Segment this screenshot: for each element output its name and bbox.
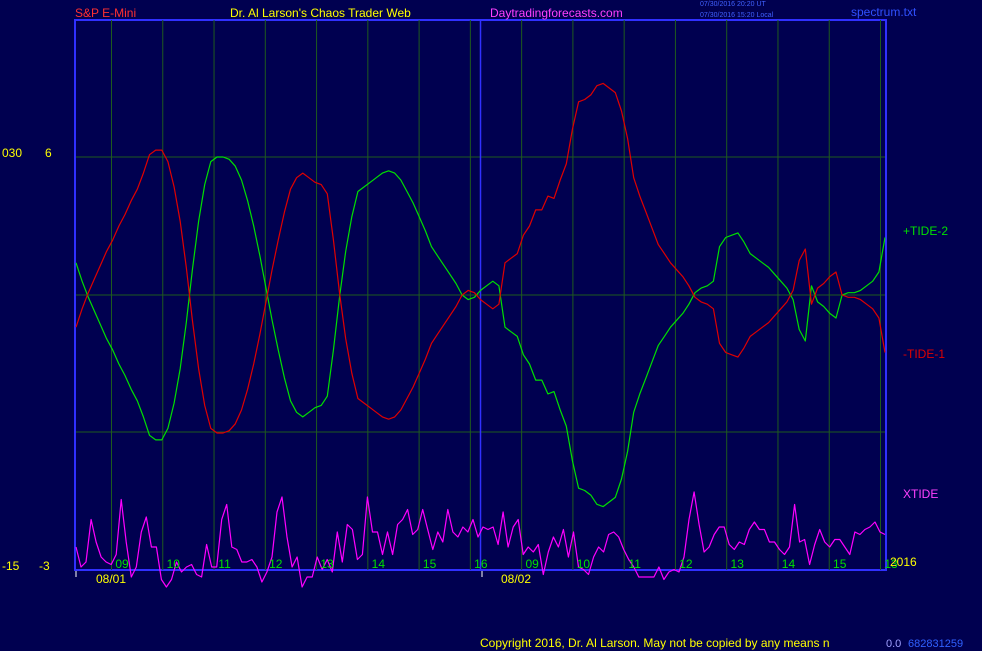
x-tick-label: 14 [782, 557, 796, 571]
x-tick-label: 12 [679, 557, 693, 571]
scale-bottom-a: -15 [2, 559, 20, 573]
x-tick-label: 13 [884, 557, 898, 571]
series-label-tide-plus: +TIDE-2 [903, 224, 949, 238]
x-tick-label: 15 [833, 557, 847, 571]
scale-top-a: 030 [2, 146, 23, 160]
timestamp-ut: 07/30/2016 20:20 UT [700, 1, 766, 8]
series-line-xtide [75, 491, 886, 588]
x-tick-label: 09 [115, 557, 129, 571]
x-tick-label: 10 [577, 557, 591, 571]
x-tick-label: 16 [474, 557, 488, 571]
series-line-tide-plus [75, 156, 886, 508]
scale-top-b: 6 [45, 146, 52, 160]
site-link[interactable]: Daytradingforecasts.com [490, 6, 623, 20]
x-tick-label: 11 [628, 557, 641, 571]
series-lines [75, 82, 886, 588]
id-overlay: 0.0 [886, 638, 902, 650]
x-tick-label: 15 [423, 557, 437, 571]
x-tick-label: 13 [320, 557, 334, 571]
x-tick-label: 14 [372, 557, 386, 571]
x-tick-label: 10 [167, 557, 181, 571]
series-line-tide-minus [75, 82, 886, 434]
series-label-xtide: XTIDE [903, 487, 939, 501]
x-tick-label: 11 [218, 557, 231, 571]
x-tick-label: 12 [269, 557, 283, 571]
grid-lines [76, 20, 885, 570]
date-label-first: 08/01 [96, 572, 127, 586]
timestamp-local: 07/30/2016 15:20 Local [700, 12, 774, 19]
x-tick-label: 13 [731, 557, 745, 571]
x-tick-label: 09 [525, 557, 539, 571]
symbol-label: S&P E-Mini [75, 6, 137, 20]
id-number: 682831259 [908, 638, 964, 650]
chart-title: Dr. Al Larson's Chaos Trader Web [230, 6, 411, 20]
date-tick-marks [75, 571, 483, 577]
copyright-text: Copyright 2016, Dr. Al Larson. May not b… [480, 636, 830, 650]
series-label-tide-minus: -TIDE-1 [903, 347, 945, 361]
x-axis-ticks: 09 10 11 12 13 14 15 16 09 10 11 12 13 14 15 13 [115, 557, 898, 571]
date-label-second: 08/02 [501, 572, 532, 586]
scale-bottom-b: -3 [39, 559, 50, 573]
spectrum-file-label: spectrum.txt [851, 5, 917, 19]
year-label: 2016 [890, 555, 917, 569]
